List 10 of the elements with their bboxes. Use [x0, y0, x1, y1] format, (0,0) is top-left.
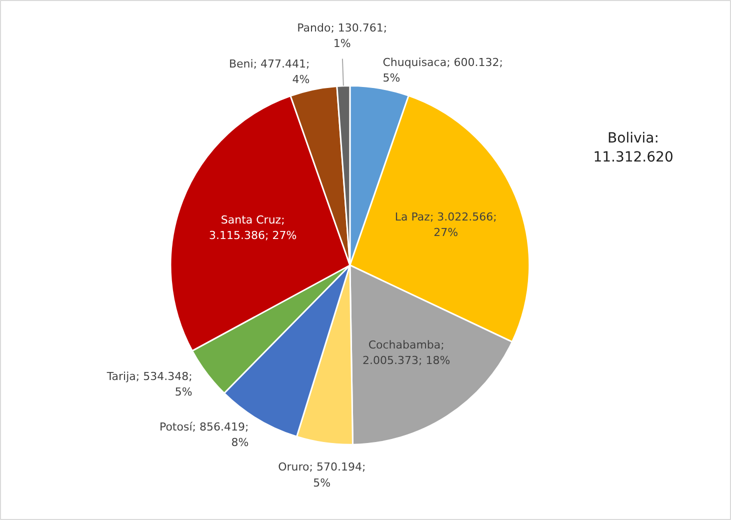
- slice-label: La Paz; 3.022.566; 27%: [394, 210, 497, 240]
- slice-label: Cochabamba; 2.005.373; 18%: [362, 338, 450, 368]
- slice-label: Pando; 130.761; 1%: [297, 21, 388, 50]
- slice-label: Oruro; 570.194; 5%: [278, 460, 366, 490]
- slice-label: Santa Cruz; 3.115.386; 27%: [209, 213, 297, 242]
- slice-label: Beni; 477.441; 4%: [228, 57, 310, 86]
- text: Bolivia: 11.312.620: [593, 130, 674, 166]
- slice-label: Potosí; 856.419; 8%: [159, 420, 249, 450]
- slice-label: Tarija; 534.348; 5%: [106, 370, 192, 398]
- slice-label: Chuquisaca; 600.132; 5%: [382, 56, 503, 85]
